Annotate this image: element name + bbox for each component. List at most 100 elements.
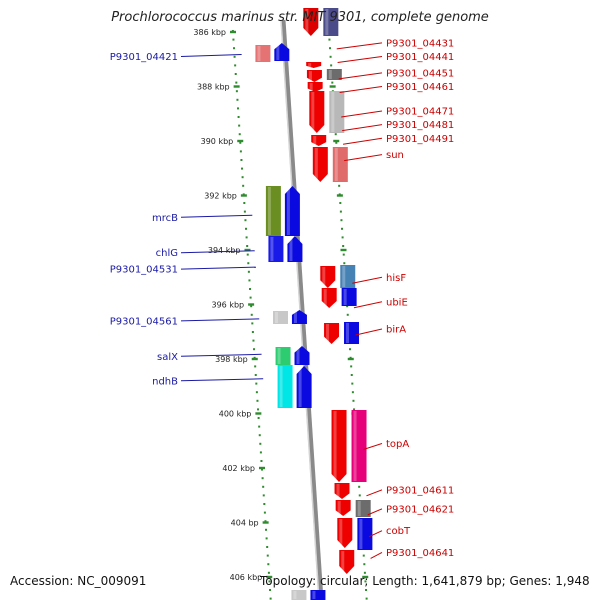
kbp-tick-label: 398 kbp bbox=[215, 355, 248, 364]
gene-block bbox=[323, 8, 339, 36]
gene-leader-line bbox=[338, 72, 383, 80]
gene-block bbox=[321, 288, 337, 308]
gene-block bbox=[355, 500, 371, 517]
gene-block-shine bbox=[359, 519, 363, 549]
gene-block bbox=[274, 43, 290, 61]
right-guide-dot bbox=[343, 262, 346, 265]
kbp-tick-mark bbox=[266, 575, 273, 579]
gene-block-shine bbox=[293, 311, 297, 323]
kbp-tick-mark bbox=[340, 248, 347, 252]
right-guide-dot bbox=[341, 227, 344, 230]
right-guide-dot bbox=[362, 554, 365, 557]
gene-leader-line bbox=[337, 56, 383, 64]
left-guide-dot bbox=[265, 537, 268, 540]
left-guide-dot bbox=[262, 494, 265, 497]
left-guide-dot bbox=[245, 227, 248, 230]
gene-block bbox=[344, 322, 360, 344]
kbp-tick-mark bbox=[262, 521, 269, 524]
left-guide-dot bbox=[252, 339, 255, 342]
right-guide-dot bbox=[358, 485, 361, 488]
kbp-tick-mark bbox=[362, 575, 369, 579]
left-guide-dot bbox=[238, 133, 241, 136]
gene-leader-line bbox=[339, 86, 383, 93]
gene-block bbox=[334, 483, 350, 499]
left-guide-dot bbox=[258, 434, 261, 437]
right-guide-dot bbox=[328, 38, 331, 41]
gene-block bbox=[340, 265, 356, 288]
left-guide-dot bbox=[239, 150, 242, 153]
left-guide-dot bbox=[255, 391, 258, 394]
kbp-tick-mark bbox=[251, 357, 258, 361]
gene-label: cobT bbox=[386, 526, 411, 537]
gene-block bbox=[275, 347, 291, 365]
left-guide-dot bbox=[241, 176, 244, 179]
gene-label: chlG bbox=[156, 248, 178, 259]
gene-block-shine bbox=[270, 237, 274, 261]
gene-block-shine bbox=[276, 44, 280, 60]
left-guide-dot bbox=[254, 365, 257, 368]
gene-block bbox=[291, 310, 307, 324]
gene-block bbox=[310, 590, 326, 600]
gene-block bbox=[265, 186, 281, 236]
right-guide-dot bbox=[338, 184, 341, 187]
kbp-tick-mark bbox=[336, 194, 343, 197]
right-guide-dot bbox=[365, 597, 368, 600]
gene-label: P9301_04441 bbox=[386, 52, 454, 63]
left-guide-dot bbox=[244, 219, 247, 222]
left-guide-dot bbox=[234, 64, 237, 67]
left-guide-dot bbox=[234, 73, 237, 75]
left-guide-dot bbox=[236, 98, 239, 101]
left-guide-dot bbox=[240, 159, 243, 161]
gene-block-shine bbox=[336, 484, 340, 498]
gene-block-shine bbox=[343, 289, 347, 305]
right-guide-dot bbox=[346, 305, 349, 308]
gene-block bbox=[255, 45, 271, 62]
kbp-tick-label: 400 kbp bbox=[219, 410, 252, 419]
left-guide-dot bbox=[246, 253, 249, 256]
kbp-tick-mark bbox=[230, 30, 236, 34]
kbp-tick-mark bbox=[244, 248, 251, 252]
gene-block-shine bbox=[357, 501, 361, 516]
left-guide-dot bbox=[245, 236, 248, 239]
right-guide-dot bbox=[335, 141, 338, 144]
gene-leader-line bbox=[180, 250, 255, 254]
right-guide-dot bbox=[331, 81, 334, 84]
gene-leader-line bbox=[344, 154, 383, 162]
gene-block bbox=[331, 410, 347, 482]
kbp-tick-mark bbox=[237, 139, 244, 143]
genome-stats-text: Topology: circular; Length: 1,641,879 bp… bbox=[260, 574, 590, 588]
right-guide-dot bbox=[329, 47, 332, 50]
gene-block bbox=[320, 266, 336, 288]
left-guide-dot bbox=[238, 124, 241, 127]
gene-block-shine bbox=[342, 266, 346, 287]
gene-label: P9301_04531 bbox=[110, 265, 178, 276]
gene-leader-line bbox=[352, 276, 383, 284]
gene-label: P9301_04461 bbox=[386, 82, 454, 93]
left-guide-dot bbox=[255, 382, 258, 385]
gene-block-shine bbox=[257, 46, 261, 61]
right-guide-dot bbox=[330, 64, 333, 67]
right-guide-dot bbox=[351, 391, 354, 394]
gene-leader-line bbox=[353, 301, 383, 309]
gene-block-shine bbox=[322, 267, 326, 287]
left-guide-dot bbox=[251, 322, 254, 325]
gene-block-shine bbox=[337, 501, 341, 515]
gene-block bbox=[303, 8, 319, 36]
gene-label: P9301_04451 bbox=[386, 68, 454, 79]
kbp-tick-label: 388 kbp bbox=[197, 83, 230, 92]
gene-block-shine bbox=[296, 347, 300, 364]
gene-leader-line bbox=[180, 214, 253, 218]
gene-block bbox=[291, 590, 307, 600]
gene-label: sun bbox=[386, 150, 404, 161]
kbp-tick-mark bbox=[233, 85, 240, 88]
right-guide-dot bbox=[341, 236, 344, 239]
gene-block-shine bbox=[305, 9, 309, 35]
left-guide-dot bbox=[267, 563, 270, 566]
gene-block-shine bbox=[311, 92, 315, 132]
gene-leader-line bbox=[368, 530, 383, 538]
gene-leader-line bbox=[342, 124, 383, 132]
gene-block bbox=[287, 236, 303, 262]
left-guide-dot bbox=[249, 288, 252, 290]
gene-block-shine bbox=[309, 83, 313, 91]
gene-block-shine bbox=[277, 348, 281, 364]
